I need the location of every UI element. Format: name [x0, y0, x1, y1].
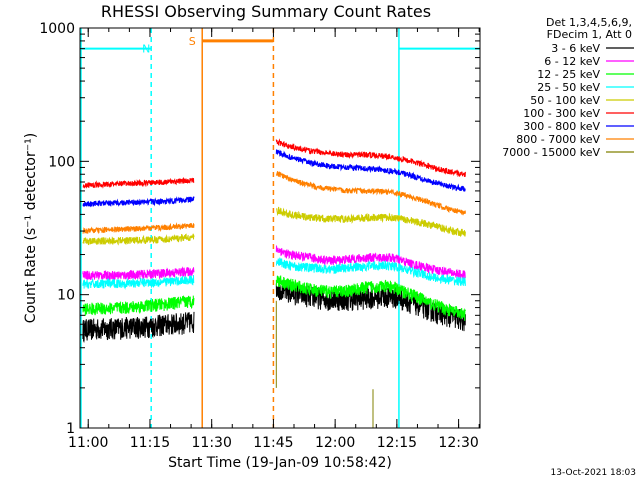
legend-entry-label: 50 - 100 keV [530, 94, 600, 107]
chart-title: RHESSI Observing Summary Count Rates [101, 2, 431, 21]
y-tick-label: 10 [57, 288, 75, 304]
series-trace [82, 177, 195, 189]
series-25-50-kev [82, 257, 466, 290]
x-tick-label: 11:15 [130, 435, 170, 451]
series-800-7000-kev [82, 171, 466, 234]
night-marker-label: N [142, 43, 150, 56]
legend-entry-label: 3 - 6 keV [551, 42, 600, 55]
x-tick-label: 11:00 [68, 435, 108, 451]
x-tick-label: 12:15 [377, 435, 417, 451]
x-tick-label: 11:45 [253, 435, 293, 451]
legend-entry-label: 7000 - 15000 keV [502, 146, 600, 159]
series-trace [82, 275, 195, 290]
observing-markers: NS [80, 28, 480, 428]
generation-timestamp: 13-Oct-2021 18:03 [551, 468, 636, 478]
series-300-800-kev [82, 148, 466, 208]
series-trace [82, 311, 195, 344]
legend-entry-label: 6 - 12 keV [544, 55, 600, 68]
series-trace [275, 275, 466, 321]
plot-frame [79, 27, 481, 429]
series-trace [275, 138, 466, 178]
y-tick-label: 1000 [39, 21, 75, 37]
series-12-25-kev [82, 275, 466, 321]
series-7000-15000-kev [275, 300, 374, 428]
legend-header-line: FDecim 1, Att 0 [547, 28, 632, 41]
series-6-12-kev [82, 245, 466, 282]
legend-entry-label: 100 - 300 keV [523, 107, 600, 120]
series-trace [275, 148, 466, 192]
x-tick-label: 12:30 [438, 435, 478, 451]
axes: 11:00 11:15 11:30 11:45 12:00 12:15 12:30 1 10 10… [39, 21, 480, 451]
series-trace [275, 171, 466, 216]
series-trace [82, 196, 195, 208]
count-rate-series [82, 138, 466, 428]
series-trace [275, 245, 466, 280]
y-tick-label: 1 [66, 421, 75, 437]
series-trace [82, 266, 195, 282]
series-trace [82, 233, 195, 246]
series-50-100-kev [82, 206, 466, 246]
x-tick-label: 12:00 [315, 435, 355, 451]
series-trace [82, 222, 195, 234]
legend-entry-label: 25 - 50 keV [537, 81, 600, 94]
series-trace [275, 257, 466, 287]
series-100-300-kev [82, 138, 466, 189]
series-trace [276, 206, 466, 238]
y-tick-label: 100 [48, 154, 75, 170]
x-tick-label: 11:30 [192, 435, 232, 451]
legend-entry-label: 800 - 7000 keV [516, 133, 600, 146]
x-axis-label: Start Time (19-Jan-09 10:58:42) [168, 455, 392, 471]
series-trace [82, 294, 195, 316]
legend-entry-label: 300 - 800 keV [523, 120, 600, 133]
legend-header-line: Det 1,3,4,5,6,9, [546, 16, 632, 29]
legend-entry-label: 12 - 25 keV [537, 68, 600, 81]
saa-marker-label: S [189, 35, 196, 48]
legend: Det 1,3,4,5,6,9,FDecim 1, Att 03 - 6 keV… [502, 16, 634, 159]
y-axis-label: Count Rate (s⁻¹ detector⁻¹) [23, 133, 39, 323]
